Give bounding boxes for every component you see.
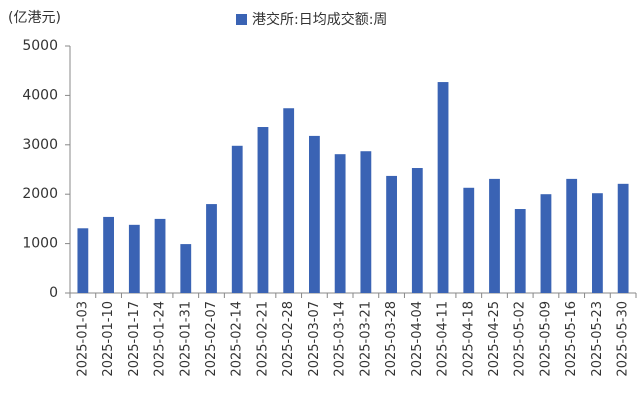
x-tick-label: 2025-01-31	[178, 301, 193, 377]
bar	[103, 216, 114, 293]
y-tick-label: 4000	[22, 87, 58, 103]
bar	[437, 82, 449, 293]
bar	[154, 218, 166, 293]
bar	[489, 178, 500, 293]
bar	[386, 175, 397, 293]
bar	[77, 228, 89, 293]
x-tick-label: 2025-03-21	[358, 301, 373, 377]
legend-swatch	[236, 14, 247, 25]
x-tick-label: 2025-01-10	[101, 301, 116, 377]
x-tick-label: 2025-04-18	[461, 301, 476, 377]
y-tick-label: 5000	[22, 38, 58, 54]
bar	[566, 178, 578, 293]
bar	[283, 108, 295, 293]
x-tick-label: 2025-05-09	[538, 301, 553, 377]
bar	[309, 135, 320, 293]
bar	[231, 145, 243, 293]
y-tick-label: 1000	[22, 236, 58, 252]
y-tick-label: 2000	[22, 186, 58, 202]
bar	[180, 244, 192, 293]
x-tick-label: 2025-01-17	[127, 301, 142, 377]
bar	[540, 194, 552, 293]
x-tick-label: 2025-04-25	[487, 301, 502, 377]
x-tick-label: 2025-04-11	[436, 301, 451, 377]
bar	[360, 151, 372, 293]
bar	[411, 168, 423, 293]
x-tick-label: 2025-01-24	[153, 301, 168, 377]
y-tick-label: 3000	[22, 137, 58, 153]
x-tick-label: 2025-04-04	[410, 301, 425, 377]
x-tick-label: 2025-05-02	[513, 301, 528, 377]
unit-label: (亿港元)	[8, 10, 61, 26]
x-tick-label: 2025-03-14	[333, 301, 348, 377]
x-tick-label: 2025-02-28	[281, 301, 296, 377]
bar	[206, 204, 217, 293]
x-tick-label: 2025-05-16	[564, 301, 579, 377]
x-tick-label: 2025-03-07	[307, 301, 322, 377]
y-tick-label: 0	[49, 285, 58, 301]
bar	[617, 183, 629, 293]
legend-label: 港交所:日均成交额:周	[252, 11, 387, 28]
bar	[514, 209, 526, 293]
x-tick-label: 2025-05-30	[616, 301, 631, 377]
bar	[463, 187, 475, 293]
x-tick-label: 2025-01-03	[75, 301, 90, 377]
bar	[334, 154, 346, 293]
x-tick-label: 2025-05-23	[590, 301, 605, 377]
bar	[592, 193, 603, 293]
bar	[257, 127, 269, 294]
bar	[128, 224, 140, 293]
x-tick-label: 2025-02-14	[230, 301, 245, 377]
x-tick-label: 2025-02-07	[204, 301, 219, 377]
x-tick-label: 2025-02-21	[255, 301, 270, 377]
x-tick-label: 2025-03-28	[384, 301, 399, 377]
